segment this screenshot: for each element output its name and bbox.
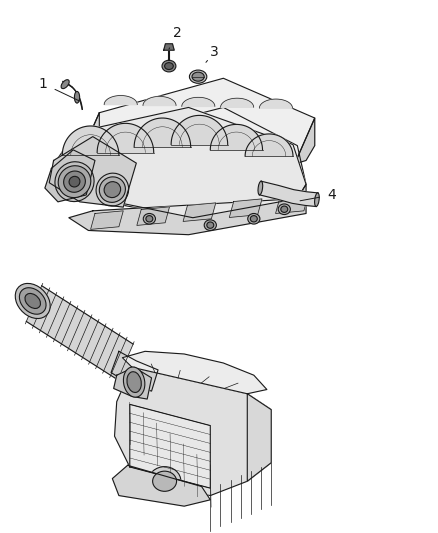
Ellipse shape <box>15 284 50 319</box>
Ellipse shape <box>55 161 94 201</box>
Ellipse shape <box>69 176 80 187</box>
Ellipse shape <box>146 216 153 222</box>
Polygon shape <box>53 108 306 217</box>
Ellipse shape <box>99 177 125 203</box>
Ellipse shape <box>192 72 204 81</box>
Polygon shape <box>115 367 271 496</box>
Ellipse shape <box>165 63 173 69</box>
Ellipse shape <box>25 294 40 309</box>
Ellipse shape <box>19 288 46 314</box>
Polygon shape <box>91 211 123 229</box>
Polygon shape <box>247 394 271 481</box>
Polygon shape <box>97 123 154 152</box>
Polygon shape <box>93 78 315 161</box>
Polygon shape <box>26 286 133 380</box>
Polygon shape <box>221 98 254 107</box>
Polygon shape <box>130 405 210 488</box>
Polygon shape <box>245 134 293 156</box>
Ellipse shape <box>248 214 260 224</box>
Ellipse shape <box>58 166 91 198</box>
Text: 1: 1 <box>38 77 79 101</box>
Ellipse shape <box>143 214 155 224</box>
Ellipse shape <box>251 216 257 222</box>
Ellipse shape <box>258 181 263 195</box>
Ellipse shape <box>152 471 177 491</box>
Polygon shape <box>62 126 119 155</box>
Ellipse shape <box>281 206 288 213</box>
Ellipse shape <box>64 171 85 192</box>
Ellipse shape <box>96 173 129 206</box>
Ellipse shape <box>74 92 80 103</box>
Polygon shape <box>56 108 306 217</box>
Polygon shape <box>49 136 136 207</box>
Polygon shape <box>210 124 262 150</box>
Polygon shape <box>259 181 318 206</box>
Polygon shape <box>63 82 82 109</box>
Polygon shape <box>182 98 215 107</box>
Ellipse shape <box>278 204 290 215</box>
Text: 2: 2 <box>169 26 182 49</box>
Ellipse shape <box>189 70 207 83</box>
Ellipse shape <box>124 367 145 397</box>
Polygon shape <box>137 207 170 225</box>
Polygon shape <box>134 118 191 147</box>
Polygon shape <box>69 184 306 235</box>
Ellipse shape <box>204 220 216 230</box>
Polygon shape <box>171 116 228 144</box>
Ellipse shape <box>148 467 181 496</box>
Ellipse shape <box>162 60 176 72</box>
Polygon shape <box>259 99 293 108</box>
Polygon shape <box>276 195 308 214</box>
Text: 4: 4 <box>300 188 336 202</box>
Polygon shape <box>143 96 176 106</box>
Polygon shape <box>230 199 262 217</box>
Ellipse shape <box>104 182 120 198</box>
Polygon shape <box>111 351 158 391</box>
Polygon shape <box>67 113 99 156</box>
Ellipse shape <box>207 222 214 228</box>
Polygon shape <box>114 367 152 399</box>
Polygon shape <box>104 95 137 104</box>
Polygon shape <box>183 203 216 221</box>
Ellipse shape <box>61 79 69 88</box>
Polygon shape <box>113 465 210 506</box>
Polygon shape <box>289 118 315 163</box>
Polygon shape <box>164 44 174 50</box>
Ellipse shape <box>127 372 141 392</box>
Text: 3: 3 <box>206 45 219 62</box>
Polygon shape <box>45 150 95 202</box>
Polygon shape <box>122 351 267 394</box>
Ellipse shape <box>314 193 319 206</box>
